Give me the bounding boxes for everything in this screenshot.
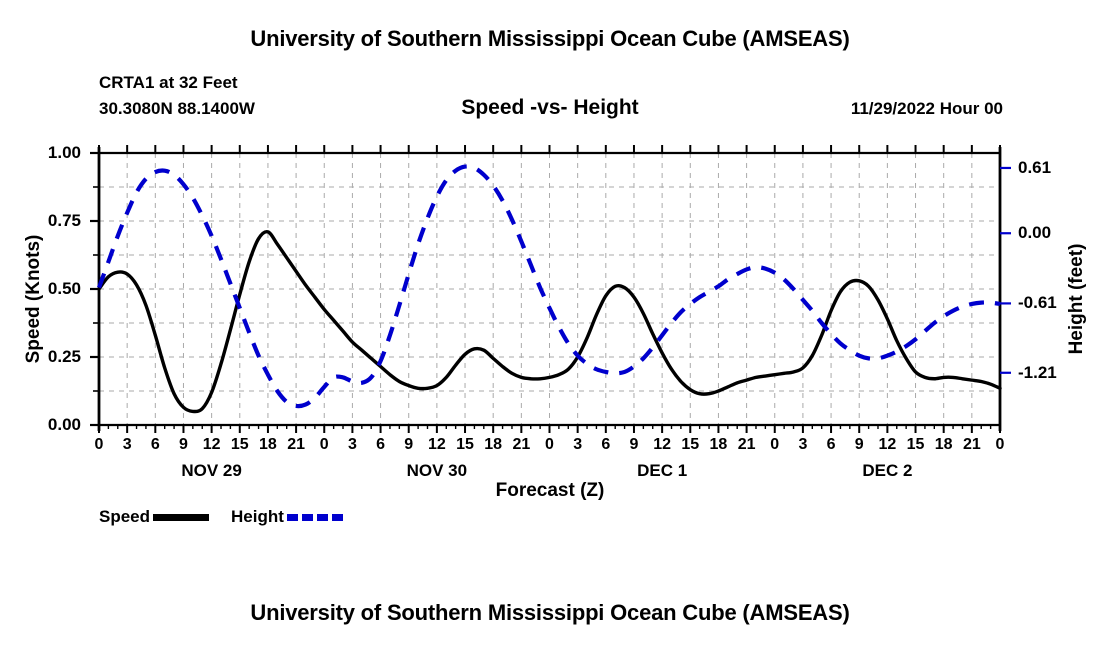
y-axis-left-tick-label: 0.00	[47, 415, 81, 434]
x-axis-tick-label: 3	[122, 436, 132, 453]
x-axis-tick-label: 0	[94, 436, 104, 453]
legend-label: Speed	[99, 507, 151, 526]
x-axis-tick-label: 15	[456, 436, 474, 453]
x-axis-tick-label: 15	[230, 436, 249, 453]
x-axis-tick-label: 9	[404, 436, 414, 453]
x-axis-tick-label: 6	[150, 436, 160, 453]
x-axis-tick-label: 0	[319, 436, 329, 453]
x-axis-tick-label: 3	[347, 436, 357, 453]
legend-swatch-height-icon	[286, 513, 343, 521]
x-axis-tick-label: 0	[995, 436, 1005, 453]
x-axis-tick-label: 0	[770, 436, 780, 453]
x-axis-tick-label: 6	[601, 436, 611, 453]
x-axis-title: Forecast (Z)	[495, 480, 605, 501]
station-label: CRTA1 at 32 Feet	[99, 73, 238, 92]
legend-item-height[interactable]: Height	[231, 507, 365, 527]
x-axis-tick-label: 6	[826, 436, 836, 453]
x-axis-tick-label: 12	[653, 436, 672, 453]
chart-subtitle: Speed -vs- Height	[461, 96, 639, 119]
x-axis-tick-label: 18	[259, 436, 277, 453]
x-axis-tick-label: 21	[737, 436, 756, 453]
x-axis-day-label: DEC 2	[862, 461, 913, 480]
x-axis-tick-label: 15	[681, 436, 700, 453]
x-axis-tick-label: 12	[427, 436, 446, 453]
y-axis-left-tick-label: 0.25	[47, 347, 81, 366]
series-line-speed	[97, 230, 1002, 414]
x-axis-tick-label: 9	[179, 436, 188, 453]
top-title: University of Southern Mississippi Ocean…	[250, 26, 850, 51]
y-axis-left-tick-label: 0.50	[47, 279, 81, 298]
legend-label: Height	[231, 507, 284, 526]
legend-item-speed[interactable]: Speed	[99, 507, 231, 527]
x-axis-tick-label: 9	[854, 436, 864, 453]
x-axis-tick-label: 3	[573, 436, 583, 453]
x-axis-day-label: NOV 30	[406, 461, 468, 480]
coordinates-label: 30.3080N 88.1400W	[99, 99, 255, 118]
x-axis-tick-label: 15	[906, 436, 925, 453]
x-axis-tick-label: 18	[484, 436, 503, 453]
x-axis-tick-label: 3	[798, 436, 808, 453]
x-axis-day-label: NOV 29	[181, 461, 242, 480]
series-line-height	[97, 164, 1001, 409]
x-axis-day-label: DEC 1	[637, 461, 688, 480]
y-axis-right-tick-label: -1.21	[1018, 362, 1057, 382]
y-axis-right-tick-label: 0.00	[1018, 223, 1052, 243]
x-axis-tick-label: 12	[878, 436, 897, 453]
x-axis-tick-label: 18	[934, 436, 953, 453]
bottom-title: University of Southern Mississippi Ocean…	[250, 600, 850, 625]
x-axis-tick-label: 6	[376, 436, 386, 453]
x-axis-tick-label: 9	[629, 436, 639, 453]
y-axis-right-tick-label: -0.61	[1018, 293, 1057, 313]
y-axis-left-tick-label: 0.75	[47, 211, 81, 230]
legend-swatch-speed-icon	[153, 513, 210, 521]
x-axis-tick-label: 0	[545, 436, 554, 453]
chart-legend: Speed Height	[99, 506, 365, 528]
x-axis-tick-label: 18	[709, 436, 728, 453]
x-axis-tick-label: 21	[962, 436, 981, 453]
y-axis-left-tick-label: 1.00	[47, 143, 81, 162]
x-axis-tick-label: 12	[202, 436, 221, 453]
date-stamp: 11/29/2022 Hour 00	[850, 99, 1003, 118]
y-axis-right-tick-label: 0.61	[1018, 157, 1052, 177]
x-axis-tick-label: 21	[287, 436, 305, 453]
x-axis-tick-label: 21	[512, 436, 531, 453]
